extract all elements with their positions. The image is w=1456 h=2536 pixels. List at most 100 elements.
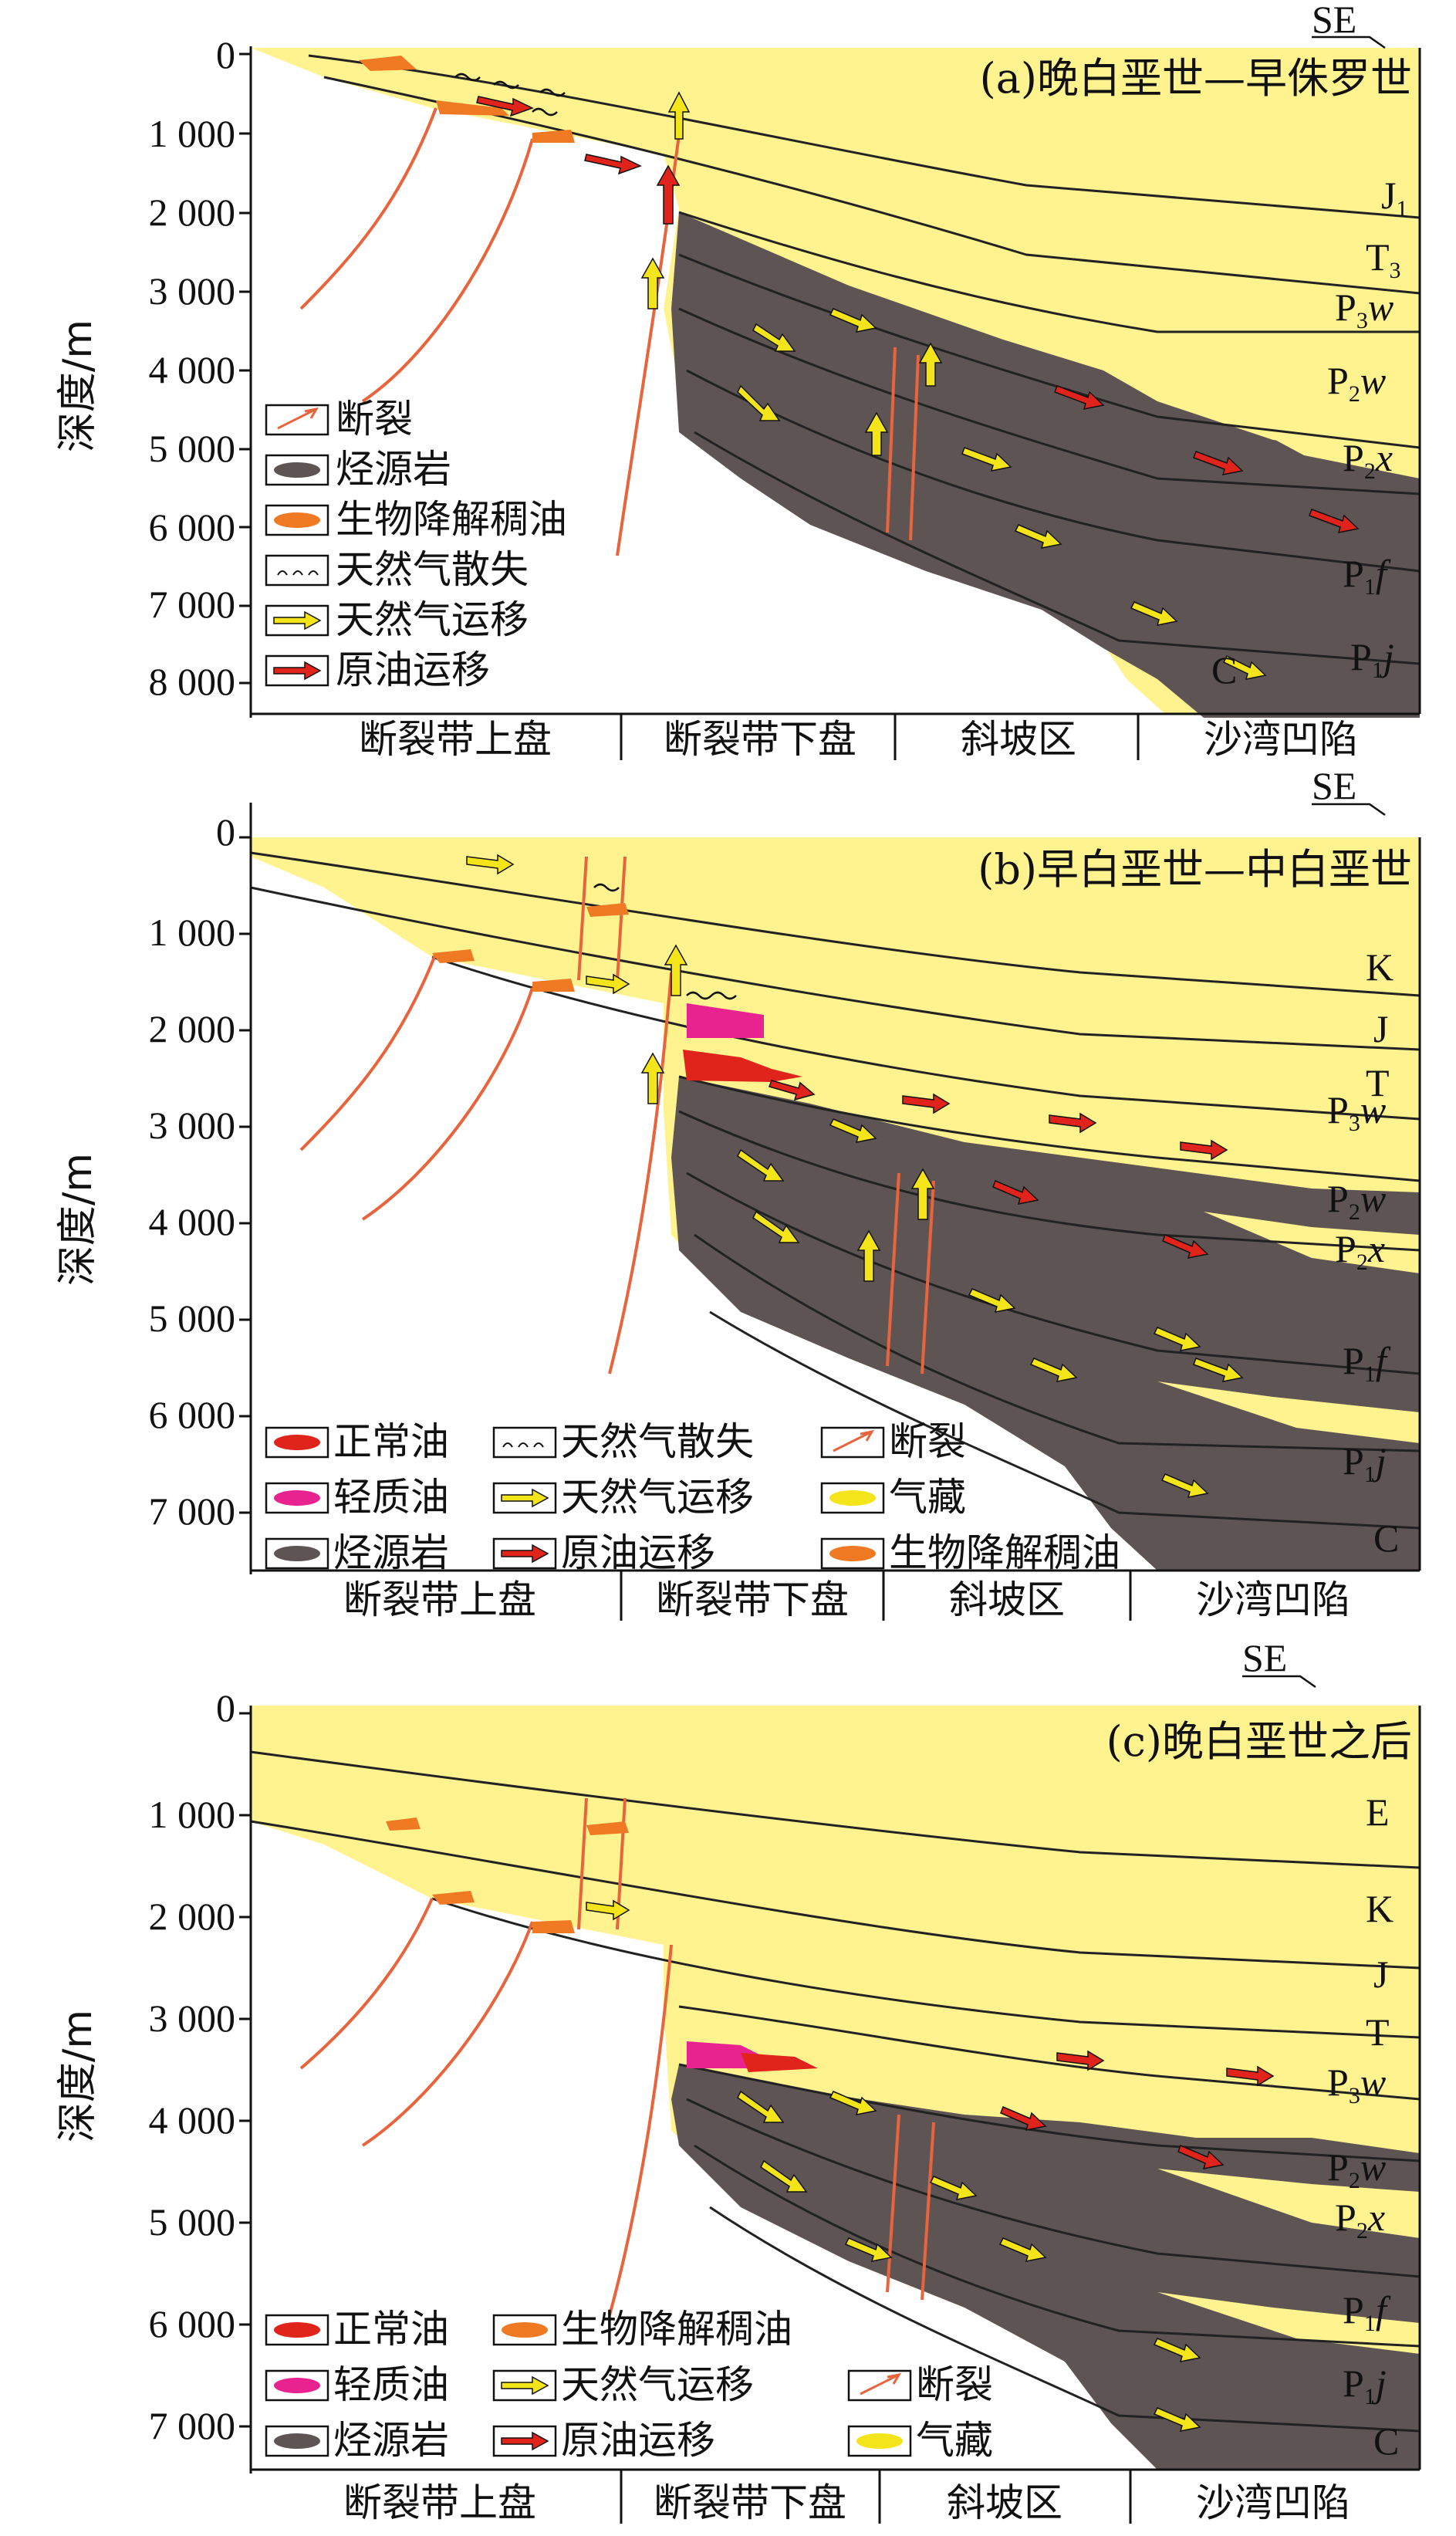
depth-tick: 5 000 bbox=[149, 1297, 236, 1340]
panel-b-diagram: 0 1 000 2 000 3 000 4 000 5 000 6 000 7 … bbox=[55, 772, 1421, 1622]
depth-tick: 6 000 bbox=[149, 506, 236, 549]
depth-tick: 4 000 bbox=[149, 1200, 236, 1243]
depth-tick: 4 000 bbox=[149, 2098, 236, 2142]
depth-tick-labels: 0 1 000 2 000 3 000 4 000 5 000 6 000 7 … bbox=[149, 1686, 236, 2447]
source-rock-fill bbox=[671, 2064, 1420, 2470]
zone-label: 沙湾凹陷 bbox=[1196, 1577, 1350, 1622]
depth-tick: 3 000 bbox=[149, 1997, 236, 2040]
zone-label: 断裂带下盘 bbox=[654, 2480, 846, 2525]
strata-lines bbox=[308, 54, 1421, 665]
legend-label: 天然气运移 bbox=[336, 597, 529, 642]
depth-tick-labels: 0 1 000 2 000 3 000 4 000 5 000 6 000 7 … bbox=[149, 810, 236, 1533]
legend-label: 生物降解稠油 bbox=[561, 2307, 792, 2352]
formation-label: P2w bbox=[1327, 1177, 1386, 1225]
zone-row: 断裂带上盘 断裂带下盘 斜坡区 沙湾凹陷 bbox=[343, 1571, 1350, 1622]
formation-label: P3w bbox=[1327, 1088, 1386, 1136]
zone-row: 断裂带上盘 断裂带下盘 斜坡区 沙湾凹陷 bbox=[343, 2470, 1350, 2525]
panel-title: (b)早白垩世—中白垩世 bbox=[978, 845, 1412, 894]
oil-migration-arrows bbox=[476, 96, 1360, 533]
zone-label: 断裂带上盘 bbox=[343, 1577, 536, 1622]
panel-c-diagram: 0 1 000 2 000 3 000 4 000 5 000 6 000 7 … bbox=[55, 1636, 1421, 2525]
legend-label: 天然气散失 bbox=[561, 1419, 754, 1464]
legend: 断裂 烃源岩 生物降解稠油 天然气散失 天然气运移 原油运移 bbox=[265, 397, 567, 692]
gas-migration-arrows bbox=[586, 1899, 1201, 2432]
formation-label: P2w bbox=[1327, 2145, 1386, 2193]
depth-tick-marks bbox=[239, 1712, 251, 2428]
zone-label: 斜坡区 bbox=[961, 717, 1076, 762]
legend-label: 天然气运移 bbox=[561, 1475, 754, 1520]
depth-tick: 7 000 bbox=[149, 583, 236, 626]
legend-label: 生物降解稠油 bbox=[336, 497, 567, 542]
legend-label: 烃源岩 bbox=[333, 2418, 449, 2463]
formation-label: T bbox=[1366, 1061, 1390, 1104]
depth-tick: 4 000 bbox=[149, 348, 236, 391]
panel-c: 0 1 000 2 000 3 000 4 000 5 000 6 000 7 … bbox=[0, 1636, 1456, 2536]
formation-labels: K J T P3w P2w P2x P1f P1j C bbox=[1327, 945, 1399, 1560]
legend-label: 轻质油 bbox=[333, 1475, 449, 1520]
oil-bodies bbox=[386, 1817, 818, 2072]
oil-migration-arrows bbox=[769, 1080, 1228, 1259]
gas-reservoir-wedge bbox=[1157, 2292, 1420, 2354]
direction-arrow bbox=[1312, 803, 1386, 817]
depth-tick: 5 000 bbox=[149, 2200, 236, 2244]
formation-label: P1j bbox=[1343, 1439, 1387, 1487]
depth-tick-labels: 0 1 000 2 000 3 000 4 000 5 000 6 000 7 … bbox=[149, 33, 236, 703]
formation-label: J bbox=[1373, 1953, 1388, 1996]
legend-label: 气藏 bbox=[889, 1475, 966, 1520]
gas-dissipation-marks bbox=[593, 883, 737, 1000]
depth-tick: 0 bbox=[216, 33, 235, 76]
strata-lines bbox=[250, 851, 1421, 1530]
formation-label: K bbox=[1366, 1887, 1394, 1930]
legend-label: 天然气散失 bbox=[336, 547, 529, 592]
source-rock-fill bbox=[671, 212, 1420, 718]
legend-label: 原油运移 bbox=[336, 648, 490, 692]
formation-label: K bbox=[1366, 945, 1394, 989]
formation-label: P3w bbox=[1327, 2061, 1386, 2108]
strata-lines bbox=[250, 1750, 1421, 2433]
legend-label: 断裂 bbox=[889, 1419, 966, 1464]
gas-reservoir-wedge bbox=[1157, 2169, 1420, 2238]
legend-label: 原油运移 bbox=[561, 2418, 715, 2463]
depth-tick: 7 000 bbox=[149, 2404, 236, 2447]
legend-label: 原油运移 bbox=[561, 1530, 715, 1575]
zone-label: 断裂带下盘 bbox=[656, 1577, 849, 1622]
formation-label: T bbox=[1366, 2010, 1390, 2054]
legend-label: 气藏 bbox=[916, 2418, 993, 2463]
direction-label: SE bbox=[1312, 772, 1356, 807]
depth-tick: 5 000 bbox=[149, 427, 236, 470]
legend-label: 断裂 bbox=[336, 397, 413, 441]
legend-label: 正常油 bbox=[333, 2307, 449, 2352]
fault-lines bbox=[299, 1797, 935, 2316]
direction-label: SE bbox=[1312, 0, 1356, 41]
depth-tick: 2 000 bbox=[149, 191, 236, 234]
panel-title: (c)晚白垩世之后 bbox=[1106, 1717, 1412, 1766]
depth-tick: 3 000 bbox=[149, 1104, 236, 1147]
formation-label: T3 bbox=[1366, 235, 1401, 283]
oil-bodies bbox=[432, 903, 802, 1082]
panel-title: (a)晚白垩世—早侏罗世 bbox=[980, 54, 1412, 103]
gas-dissipation-marks bbox=[454, 73, 566, 117]
depth-tick-marks bbox=[239, 52, 251, 685]
oil-migration-arrows bbox=[1000, 2050, 1275, 2169]
gas-reservoir-wedge bbox=[1003, 309, 1204, 363]
zone-label: 斜坡区 bbox=[947, 2480, 1062, 2525]
formation-label: P2x bbox=[1335, 2196, 1385, 2244]
formation-label: P2x bbox=[1343, 436, 1393, 484]
depth-tick: 2 000 bbox=[149, 1007, 236, 1050]
legend-label: 生物降解稠油 bbox=[889, 1530, 1120, 1575]
y-axis-label: 深度/m bbox=[55, 1153, 101, 1286]
fault-lines bbox=[299, 856, 935, 1375]
legend-label: 断裂 bbox=[916, 2362, 993, 2407]
legend-label: 正常油 bbox=[333, 1419, 449, 1464]
formation-label: C bbox=[1211, 648, 1237, 691]
legend: 正常油 生物降解稠油 轻质油 天然气运移 断裂 烃源岩 原油运移 气藏 bbox=[265, 2307, 993, 2463]
zone-row: 断裂带上盘 断裂带下盘 斜坡区 沙湾凹陷 bbox=[359, 714, 1358, 762]
formation-labels: E K J T P3w P2w P2x P1f P1j C bbox=[1327, 1790, 1399, 2463]
depth-tick: 3 000 bbox=[149, 269, 236, 313]
depth-tick: 2 000 bbox=[149, 1895, 236, 1938]
zone-label: 沙湾凹陷 bbox=[1204, 717, 1358, 762]
gas-reservoir-wedge bbox=[1157, 1381, 1420, 1443]
gas-migration-arrows bbox=[640, 91, 1267, 680]
depth-tick: 0 bbox=[216, 1686, 235, 1730]
depth-tick: 1 000 bbox=[149, 911, 236, 954]
